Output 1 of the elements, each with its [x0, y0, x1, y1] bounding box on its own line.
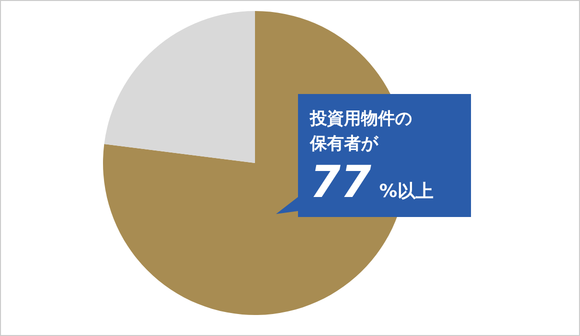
callout-box: 投資用物件の 保有者が 77%以上	[276, 93, 472, 218]
